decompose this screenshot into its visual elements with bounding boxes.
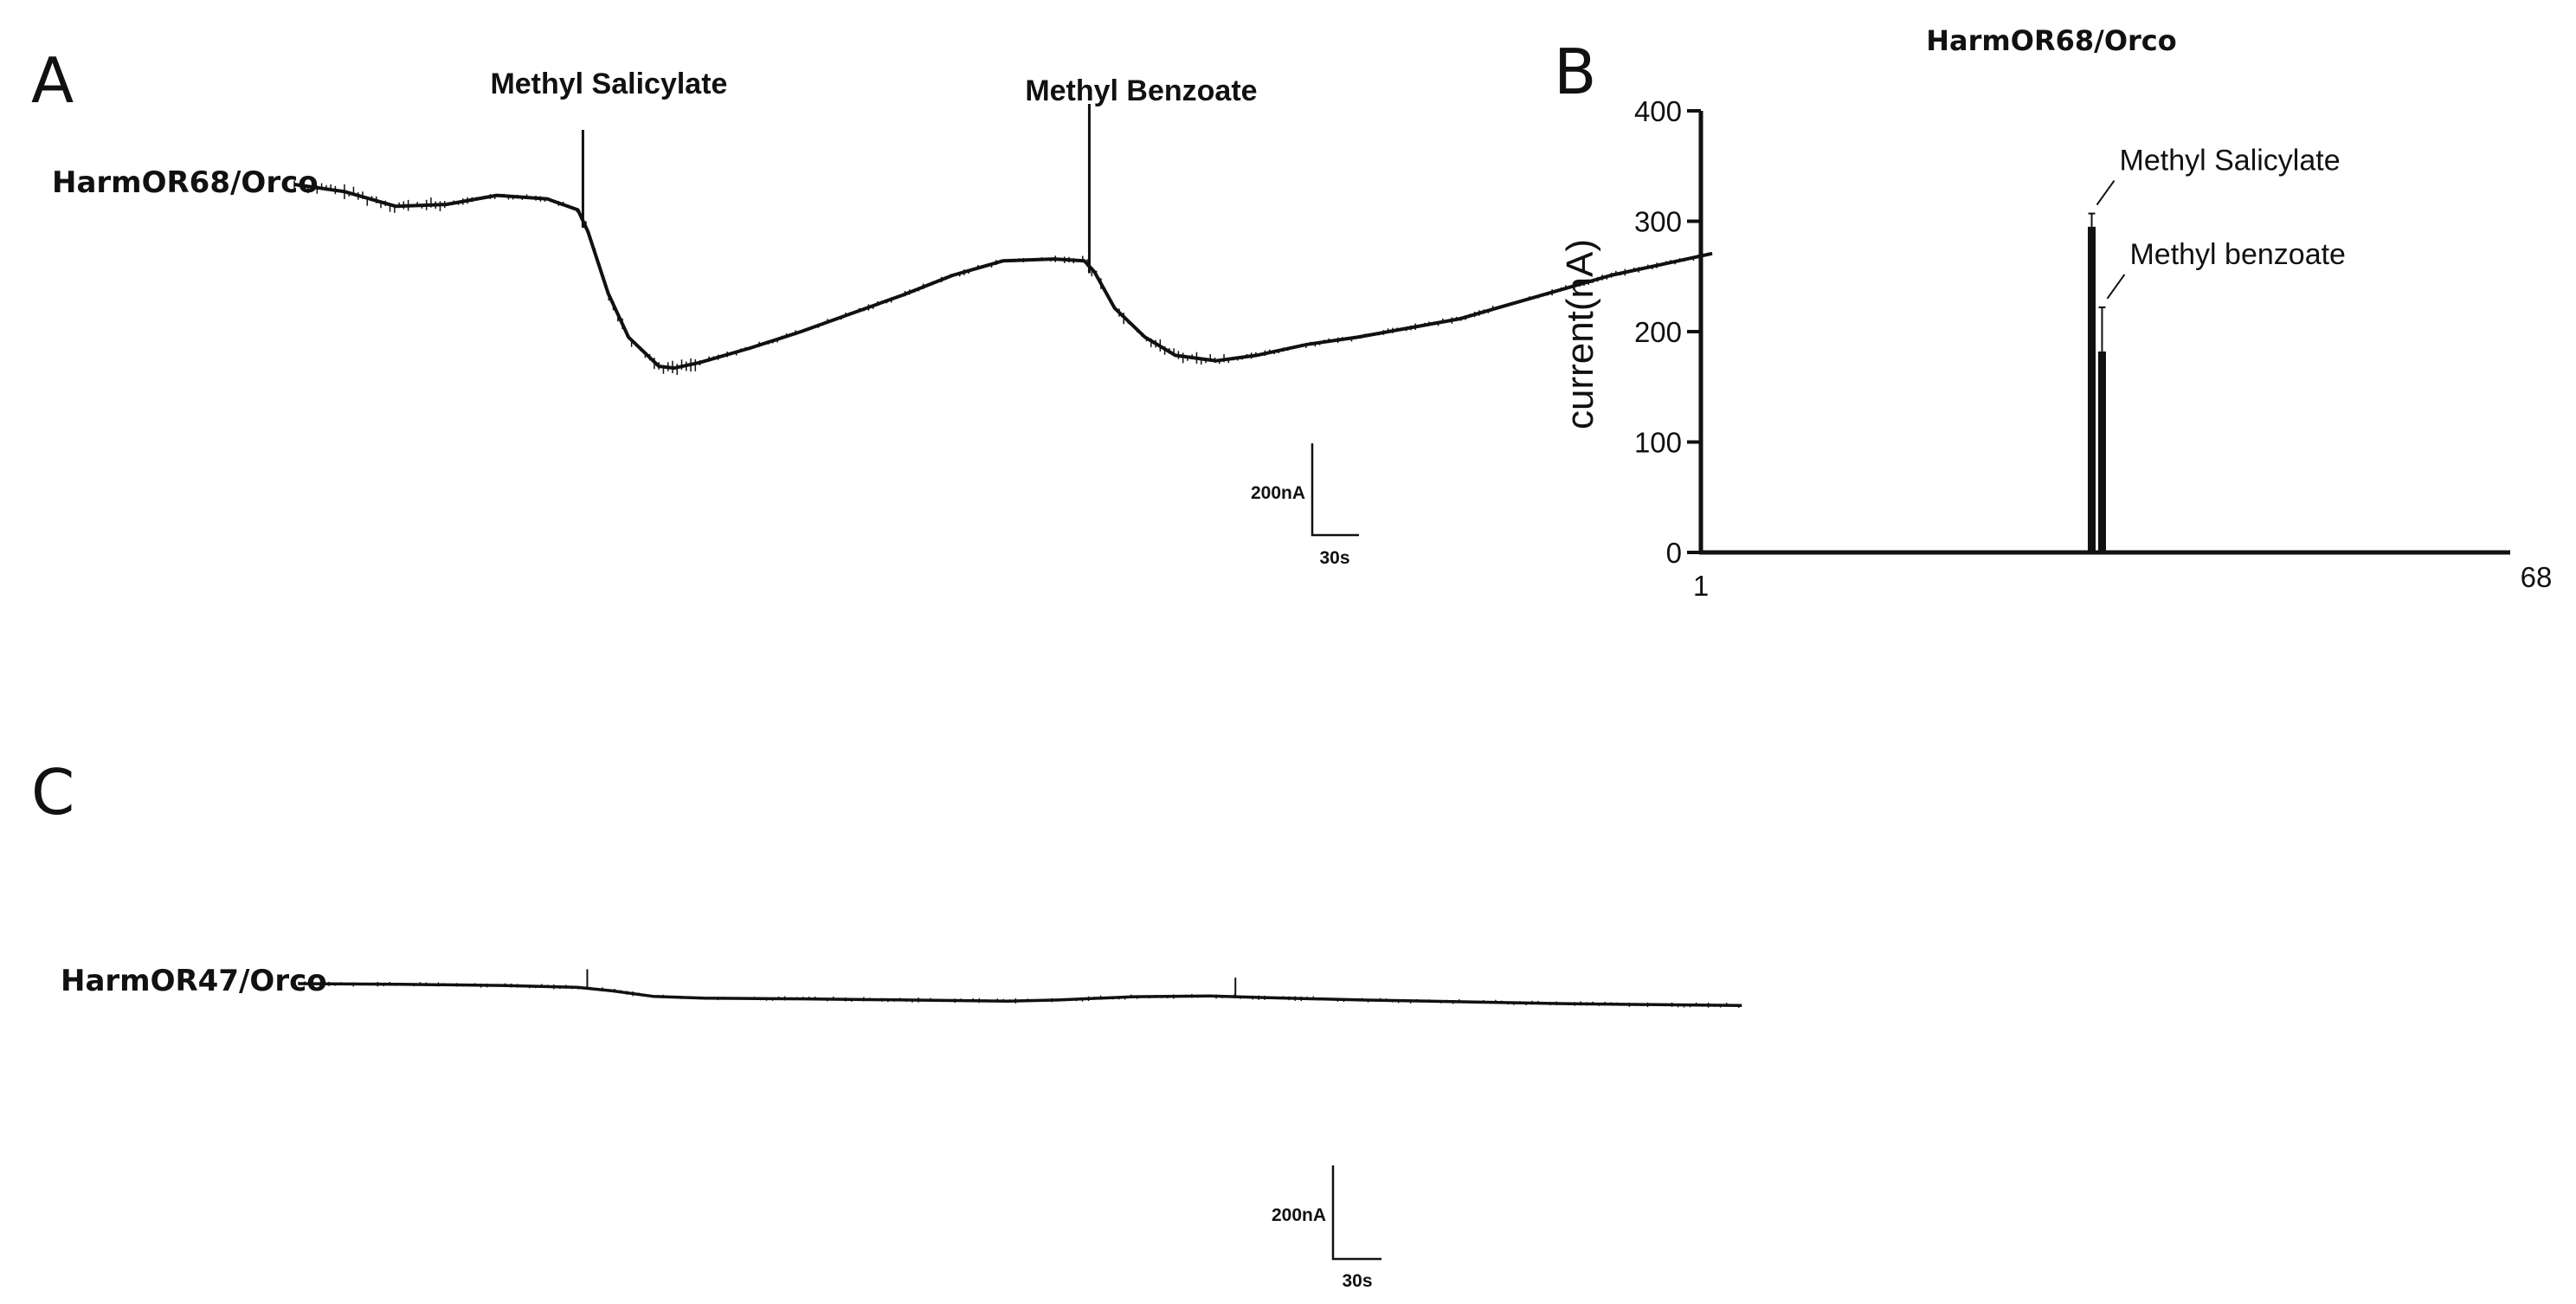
- chart-b-annotation-label: Methyl Salicylate: [2120, 145, 2341, 178]
- chart-b-x-tick-label: 1: [1693, 570, 1709, 602]
- scalebar-a: 200nA 30s: [1251, 443, 1359, 568]
- chart-b-y-tick-label: 300: [1634, 206, 1682, 238]
- trace-c-line: [298, 982, 1742, 1007]
- trace-a-label: HarmOR68/Orco: [52, 165, 319, 200]
- panel-letter-c: C: [31, 756, 74, 829]
- chart-b-bar: [2088, 226, 2096, 552]
- panel-a-trace: HarmOR68/Orco Methyl Salicylate Methyl B…: [52, 68, 1713, 568]
- trace-a-noise: [293, 180, 1713, 376]
- scalebar-c-y-label: 200nA: [1272, 1205, 1326, 1225]
- scalebar-a-y-label: 200nA: [1251, 483, 1305, 503]
- panel-letter-b: B: [1554, 36, 1596, 108]
- scalebar-c-lines: [1331, 1165, 1381, 1261]
- chart-b-y-tick-label: 200: [1634, 316, 1682, 348]
- trace-c-label: HarmOR47/Orco: [61, 964, 327, 998]
- scalebar-c-x-label: 30s: [1342, 1271, 1372, 1291]
- chart-b-title: HarmOR68/Orco: [1926, 24, 2177, 57]
- chart-b-bars: Methyl Salicylate Methyl benzoate: [2088, 145, 2346, 552]
- panel-b-chart: HarmOR68/Orco current(nA) 0 100 200 300 400 1…: [1559, 24, 2552, 602]
- scalebar-a-x-label: 30s: [1319, 548, 1349, 568]
- chart-b-bar: [2097, 351, 2106, 552]
- scalebar-c: 200nA 30s: [1272, 1165, 1381, 1291]
- chart-b-annotation-leader: [2106, 274, 2126, 300]
- chart-b-y-tick-label: 0: [1666, 537, 1682, 569]
- scalebar-a-lines: [1311, 443, 1359, 537]
- panel-letter-a: A: [31, 44, 74, 117]
- chart-b-x-tick-label: 68: [2521, 561, 2553, 593]
- stimulus-label-methyl-benzoate: Methyl Benzoate: [1025, 74, 1257, 107]
- trace-a-line: [293, 183, 1713, 371]
- chart-b-ylabel: current(nA): [1559, 239, 1601, 429]
- panel-c-trace: HarmOR47/Orco 200nA 30s: [61, 964, 1742, 1291]
- stimulus-label-methyl-salicylate: Methyl Salicylate: [490, 68, 727, 100]
- chart-b-annotation-label: Methyl benzoate: [2129, 238, 2346, 271]
- chart-b-y-tick-label: 100: [1634, 427, 1682, 459]
- chart-b-annotation-leader: [2096, 179, 2116, 206]
- trace-c-noise: [298, 969, 1740, 1009]
- chart-b-y-tick-label: 400: [1634, 95, 1682, 127]
